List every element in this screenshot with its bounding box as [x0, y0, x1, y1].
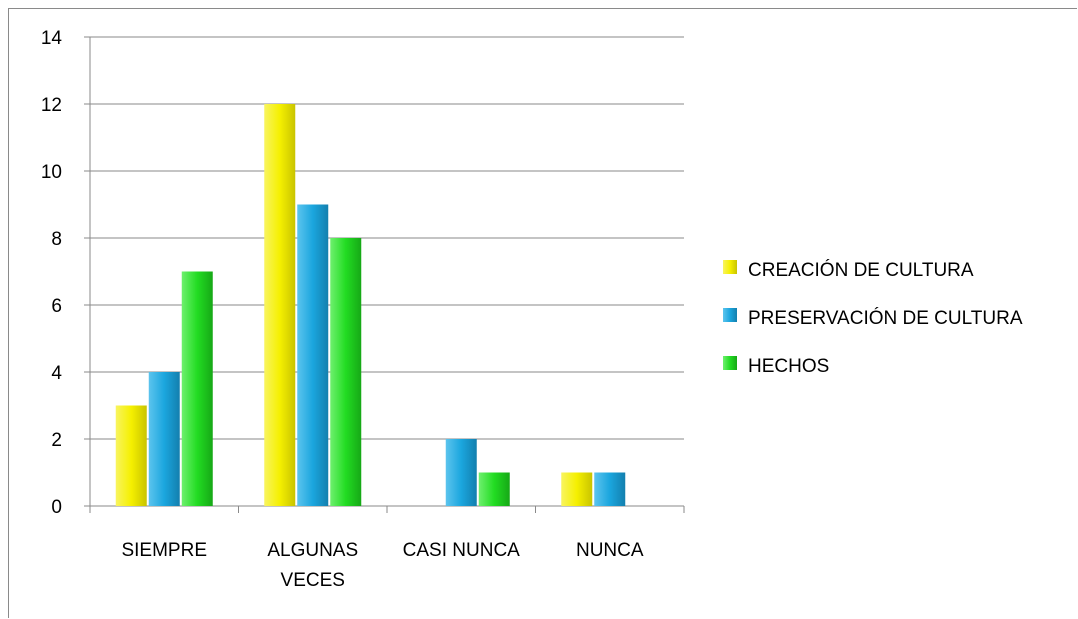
bar — [561, 472, 593, 506]
legend-swatch — [723, 260, 737, 274]
bar — [181, 271, 213, 506]
bar — [478, 472, 510, 506]
y-tick-label: 6 — [51, 296, 62, 317]
y-tick-label: 12 — [41, 95, 62, 116]
y-tick-label: 0 — [51, 497, 62, 518]
bar — [148, 372, 180, 506]
bar — [264, 104, 296, 506]
y-tick-label: 10 — [41, 162, 62, 183]
x-tick-label: NUNCA — [576, 540, 644, 561]
y-tick-label: 2 — [51, 430, 62, 451]
tick-labels: 0 2 4 6 8 10 12 14 SIEMPRE ALGUNAS VECES CASI NUNCA… — [41, 28, 644, 591]
legend-swatch — [723, 308, 737, 322]
legend-label: PRESERVACIÓN DE CULTURA — [748, 307, 1023, 329]
legend-swatch — [723, 356, 737, 370]
bar — [330, 238, 362, 506]
bar — [445, 439, 477, 506]
bars — [115, 104, 626, 506]
x-tick-label: ALGUNAS — [267, 540, 358, 561]
bar — [297, 204, 329, 506]
y-tick-label: 8 — [51, 229, 62, 250]
legend: CREACIÓN DE CULTURA PRESERVACIÓN DE CULTU… — [723, 259, 1023, 377]
x-tick-label: VECES — [281, 570, 345, 591]
legend-label: HECHOS — [748, 356, 829, 377]
y-tick-label: 14 — [41, 28, 63, 49]
gridlines — [90, 36, 684, 440]
bar — [594, 472, 626, 506]
y-tick-label: 4 — [51, 363, 62, 384]
bar — [115, 405, 147, 506]
x-tick-label: SIEMPRE — [121, 540, 207, 561]
legend-label: CREACIÓN DE CULTURA — [748, 259, 974, 281]
x-tick-label: CASI NUNCA — [403, 540, 521, 561]
